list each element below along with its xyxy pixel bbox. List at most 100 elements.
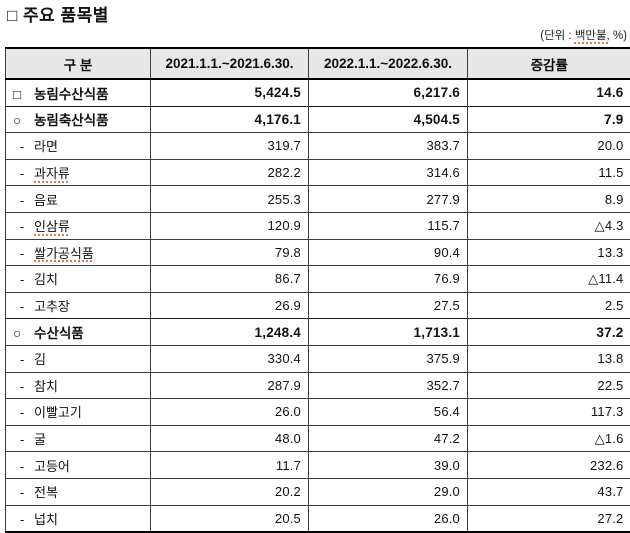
change-rate: 37.2 xyxy=(468,319,630,346)
value-2022: 277.9 xyxy=(309,186,468,213)
value-2022: 26.0 xyxy=(309,505,468,532)
item-label: 농림축산식품 xyxy=(34,113,109,128)
change-rate: 11.5 xyxy=(468,159,630,186)
item-label: 과자류 xyxy=(34,166,70,181)
report-page: □ 주요 품목별 (단위 : 백만불, %) 구 분 2021.1.1.~202… xyxy=(0,5,630,530)
change-rate: 14.6 xyxy=(468,79,630,106)
change-rate: △11.4 xyxy=(468,266,630,293)
change-rate: 43.7 xyxy=(468,478,630,505)
value-2021: 20.2 xyxy=(151,478,309,505)
item-label-cell: ○수산식품 xyxy=(6,319,151,346)
change-rate: 22.5 xyxy=(468,372,630,399)
item-label-cell: -고등어 xyxy=(6,452,151,479)
change-rate: △1.6 xyxy=(468,425,630,452)
dash-bullet-icon: - xyxy=(13,272,34,287)
column-header-period-2022: 2022.1.1.~2022.6.30. xyxy=(309,48,468,79)
value-2021: 86.7 xyxy=(151,266,309,293)
items-table: 구 분 2021.1.1.~2021.6.30. 2022.1.1.~2022.… xyxy=(5,47,630,533)
change-rate: 117.3 xyxy=(468,399,630,426)
dash-bullet-icon: - xyxy=(13,219,34,234)
item-label: 고추장 xyxy=(34,299,70,314)
item-label-cell: -음료 xyxy=(6,186,151,213)
column-header-change-rate: 증감률 xyxy=(468,48,630,79)
value-2022: 76.9 xyxy=(309,266,468,293)
value-2022: 6,217.6 xyxy=(309,79,468,106)
value-2021: 79.8 xyxy=(151,239,309,266)
value-2022: 39.0 xyxy=(309,452,468,479)
value-2021: 282.2 xyxy=(151,159,309,186)
item-label: 김치 xyxy=(34,272,58,287)
dash-bullet-icon: - xyxy=(13,166,34,181)
item-label: 라면 xyxy=(34,139,58,154)
dash-bullet-icon: - xyxy=(13,299,34,314)
value-2021: 20.5 xyxy=(151,505,309,532)
value-2022: 29.0 xyxy=(309,478,468,505)
item-label-cell: -김치 xyxy=(6,266,151,293)
value-2022: 352.7 xyxy=(309,372,468,399)
item-label: 음료 xyxy=(34,193,58,208)
change-rate: 27.2 xyxy=(468,505,630,532)
item-label-cell: -인삼류 xyxy=(6,212,151,239)
item-label-cell: -고추장 xyxy=(6,292,151,319)
value-2022: 27.5 xyxy=(309,292,468,319)
item-label: 인삼류 xyxy=(34,219,70,234)
item-label: 농림수산식품 xyxy=(34,87,109,102)
item-label: 참치 xyxy=(34,379,58,394)
value-2021: 5,424.5 xyxy=(151,79,309,106)
value-2021: 4,176.1 xyxy=(151,106,309,133)
value-2022: 56.4 xyxy=(309,399,468,426)
dash-bullet-icon: - xyxy=(13,139,34,154)
page-title: □ 주요 품목별 xyxy=(7,5,630,27)
dash-bullet-icon: - xyxy=(13,193,34,208)
table-header: 구 분 2021.1.1.~2021.6.30. 2022.1.1.~2022.… xyxy=(6,48,630,79)
value-2021: 11.7 xyxy=(151,452,309,479)
column-header-period-2021: 2021.1.1.~2021.6.30. xyxy=(151,48,309,79)
item-label-cell: -이빨고기 xyxy=(6,399,151,426)
value-2022: 383.7 xyxy=(309,133,468,160)
change-rate: △4.3 xyxy=(468,212,630,239)
unit-note-flagged-word: 백만불, xyxy=(575,30,610,42)
dash-bullet-icon: - xyxy=(13,379,34,394)
change-rate: 13.8 xyxy=(468,345,630,372)
unit-note-suffix: %) xyxy=(610,30,627,42)
value-2021: 319.7 xyxy=(151,133,309,160)
change-rate: 13.3 xyxy=(468,239,630,266)
change-rate: 2.5 xyxy=(468,292,630,319)
item-label-cell: □농림수산식품 xyxy=(6,79,151,106)
change-rate: 232.6 xyxy=(468,452,630,479)
value-2022: 1,713.1 xyxy=(309,319,468,346)
value-2021: 26.0 xyxy=(151,399,309,426)
value-2021: 1,248.4 xyxy=(151,319,309,346)
item-label: 김 xyxy=(34,352,46,367)
value-2022: 4,504.5 xyxy=(309,106,468,133)
item-label-cell: -라면 xyxy=(6,133,151,160)
value-2022: 375.9 xyxy=(309,345,468,372)
item-label: 고등어 xyxy=(34,459,70,474)
column-header-category: 구 분 xyxy=(6,48,151,79)
circle-bullet-icon: ○ xyxy=(13,326,34,341)
change-rate: 8.9 xyxy=(468,186,630,213)
item-label: 이빨고기 xyxy=(34,405,82,420)
change-rate: 20.0 xyxy=(468,133,630,160)
dash-bullet-icon: - xyxy=(13,459,34,474)
item-label-cell: -참치 xyxy=(6,372,151,399)
value-2021: 120.9 xyxy=(151,212,309,239)
item-label-cell: -김 xyxy=(6,345,151,372)
dash-bullet-icon: - xyxy=(13,485,34,500)
dash-bullet-icon: - xyxy=(13,246,34,261)
